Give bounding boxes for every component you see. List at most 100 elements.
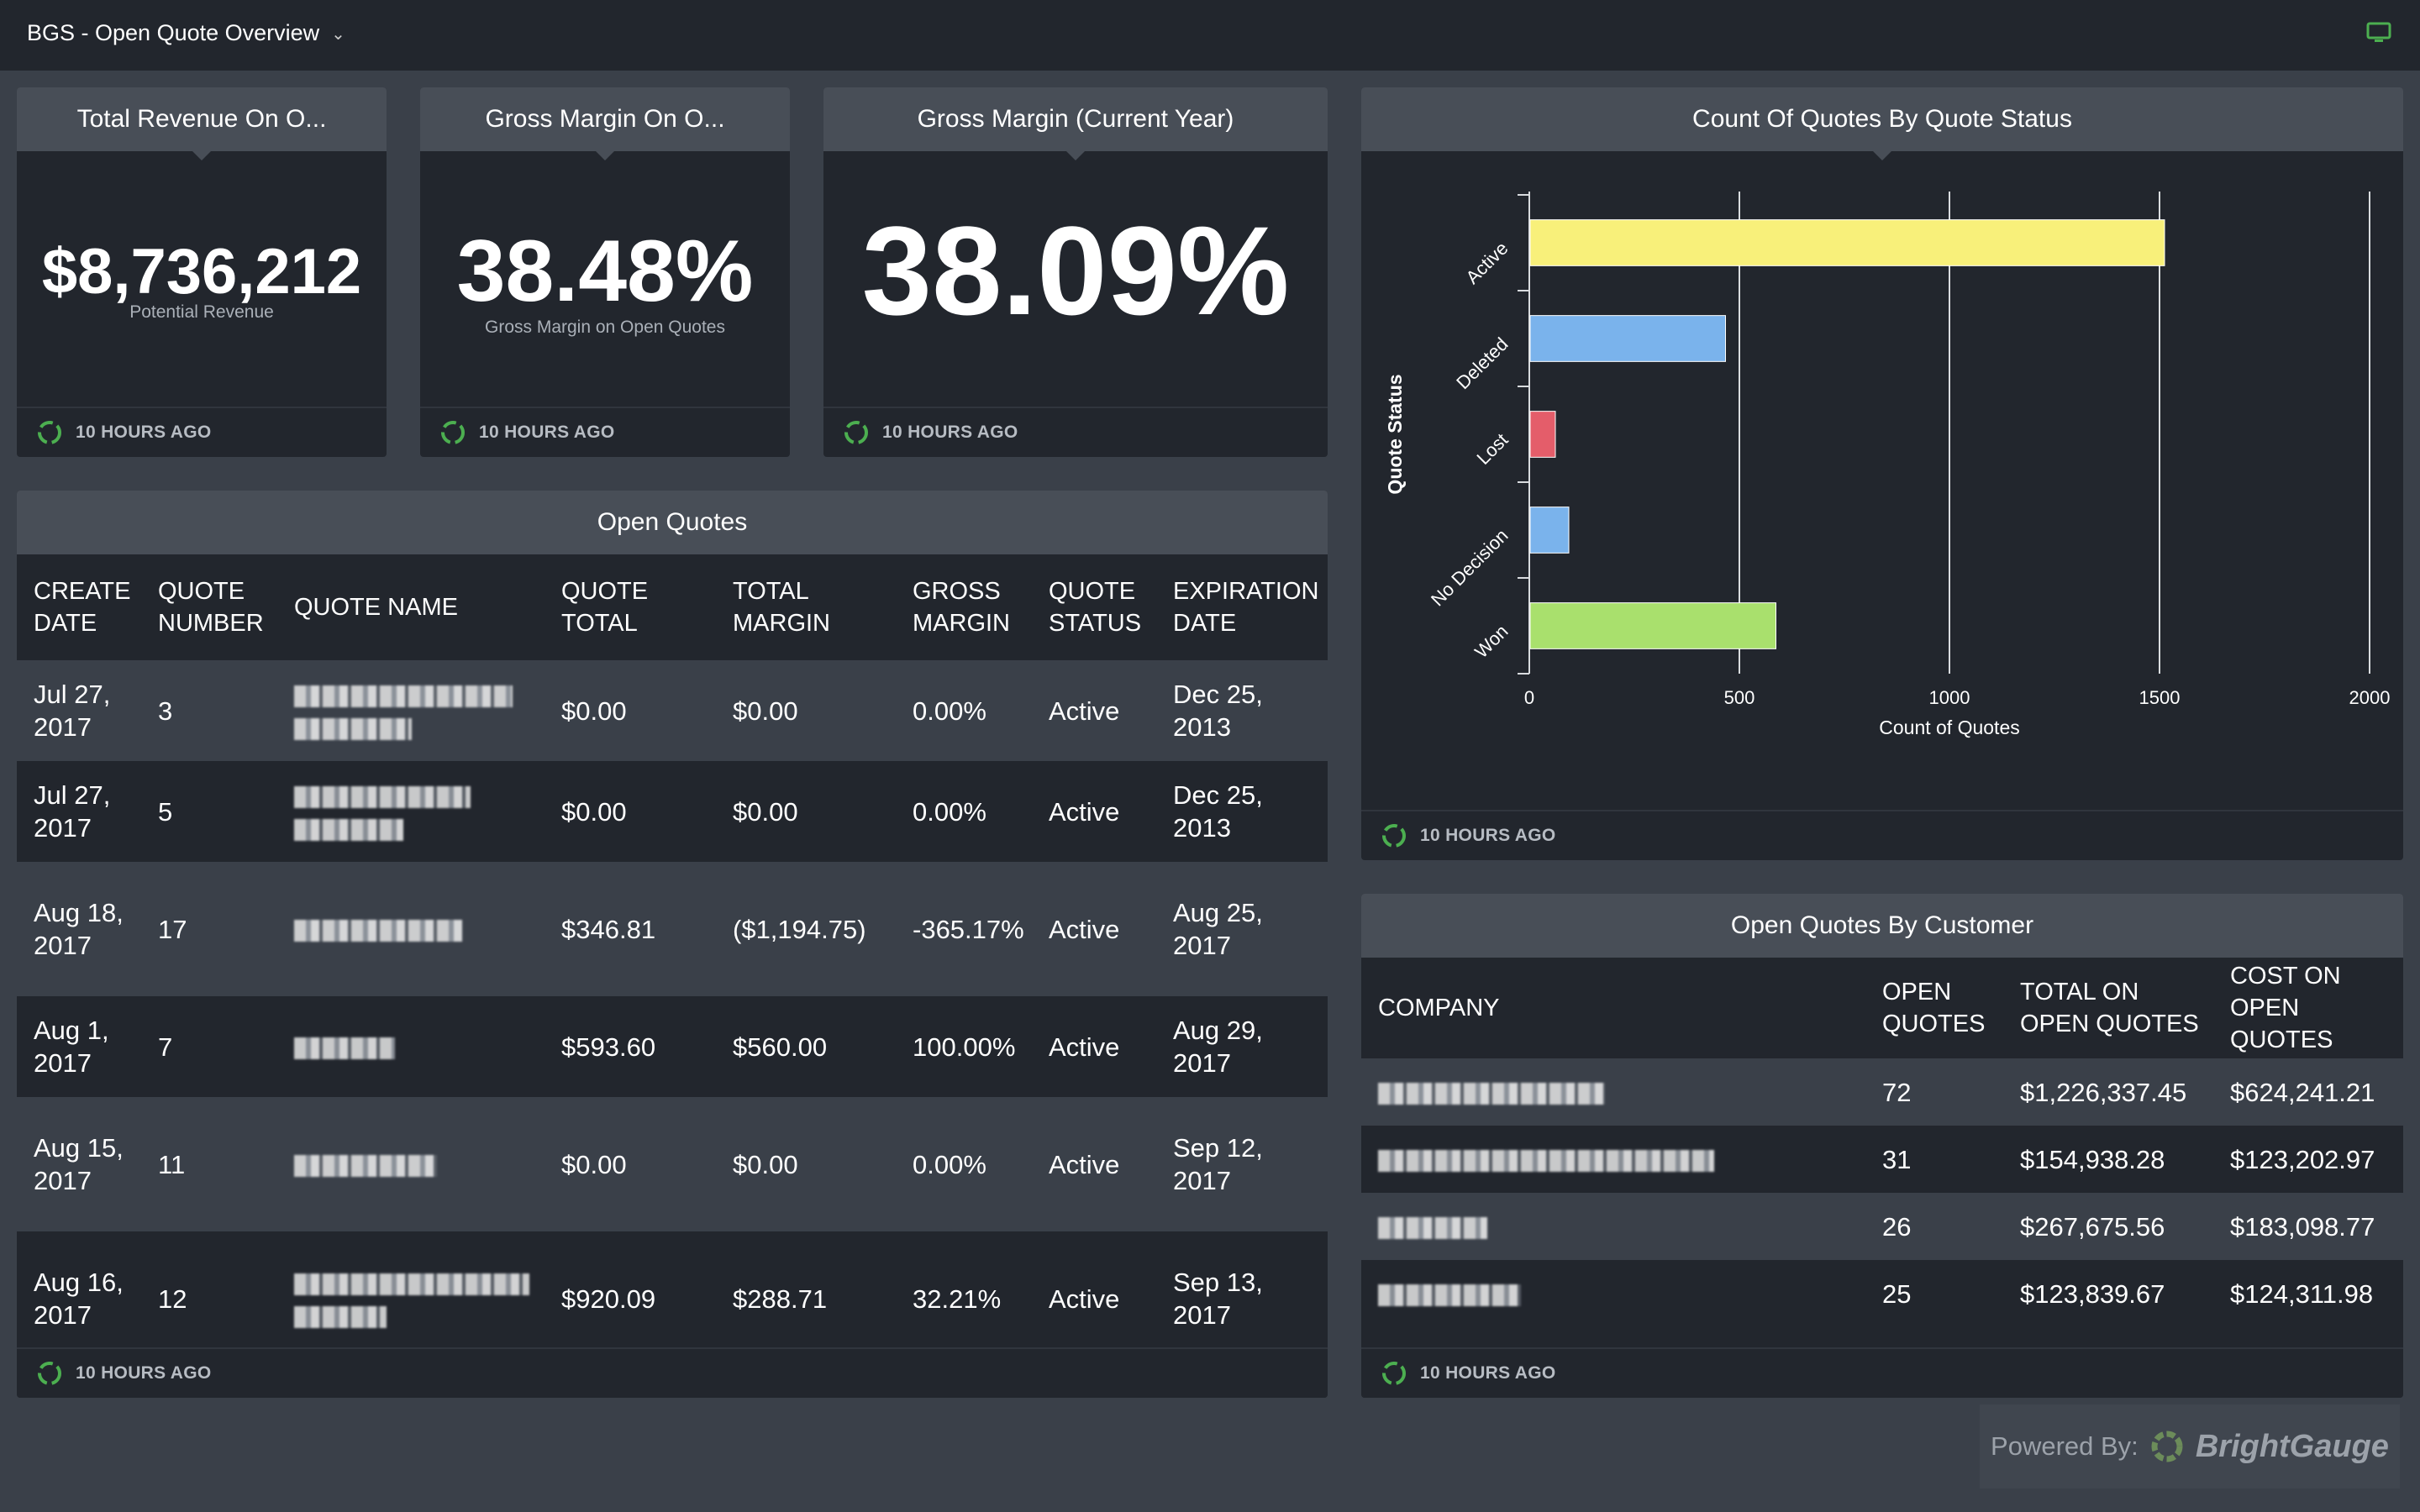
column-header[interactable]: GROSS MARGIN [896, 554, 1032, 660]
card-header[interactable]: Open Quotes [17, 491, 1328, 564]
card-header[interactable]: Count Of Quotes By Quote Status [1361, 87, 2403, 160]
card-header[interactable]: Open Quotes By Customer [1361, 894, 2403, 967]
gross-margin: 32.21% [896, 1231, 1032, 1366]
column-header[interactable]: QUOTE NUMBER [141, 554, 277, 660]
table-row[interactable]: 26 $267,675.56 $183,098.77 [1361, 1193, 2403, 1260]
card-title: Open Quotes By Customer [1730, 911, 2034, 939]
refresh-icon[interactable] [842, 418, 871, 447]
quote-status: Active [1032, 1231, 1156, 1366]
total-margin: $288.71 [716, 1231, 896, 1366]
table-header-row: CREATE DATE QUOTE NUMBER QUOTE NAME QUOT… [17, 554, 1328, 660]
create-date: Jul 27, 2017 [17, 660, 141, 761]
quote-status: Active [1032, 1097, 1156, 1231]
expiration-date: Aug 25, 2017 [1156, 862, 1328, 996]
company [1361, 1126, 1865, 1193]
table-row[interactable]: Aug 1, 2017 7 $593.60 $560.00 100.00% Ac… [17, 996, 1328, 1097]
table-row[interactable]: Aug 15, 2017 11 $0.00 $0.00 0.00% Active… [17, 1097, 1328, 1231]
cost-on-open-quotes: $123,202.97 [2213, 1126, 2403, 1193]
table-row[interactable]: Aug 16, 2017 12 $920.09 $288.71 32.21% A… [17, 1231, 1328, 1366]
card-header[interactable]: Gross Margin (Current Year) [823, 87, 1328, 160]
bar[interactable] [1529, 507, 1570, 554]
open-quotes-count: 31 [1865, 1126, 2003, 1193]
x-axis-label: Count of Quotes [1879, 717, 2020, 738]
quote-total: $0.00 [544, 761, 716, 862]
updated-timestamp: 10 HOURS AGO [76, 1363, 212, 1383]
card-title: Total Revenue On O... [76, 105, 327, 133]
gross-margin: -365.17% [896, 862, 1032, 996]
card-footer: 10 HOURS AGO [17, 407, 387, 457]
card-header[interactable]: Total Revenue On O... [17, 87, 387, 160]
refresh-icon[interactable] [35, 418, 64, 447]
redacted-quote-name [294, 1273, 529, 1295]
open-quotes-table: CREATE DATE QUOTE NUMBER QUOTE NAME QUOT… [17, 554, 1328, 1366]
quote-number: 5 [141, 761, 277, 862]
open-quotes-card: Open Quotes CREATE DATE QUOTE NUMBER QUO… [17, 491, 1328, 1398]
table-row[interactable]: Jul 27, 2017 5 $0.00 $0.00 0.00% Active … [17, 761, 1328, 862]
refresh-icon[interactable] [1380, 822, 1408, 850]
bar[interactable] [1529, 219, 2165, 266]
total-margin: $0.00 [716, 761, 896, 862]
y-tick-label: Won [1470, 621, 1512, 662]
chevron-down-icon[interactable]: ⌄ [331, 25, 345, 44]
redacted-quote-name [294, 920, 462, 942]
table-row[interactable]: 72 $1,226,337.45 $624,241.21 [1361, 1058, 2403, 1126]
table-row[interactable]: Aug 18, 2017 17 $346.81 ($1,194.75) -365… [17, 862, 1328, 996]
column-header[interactable]: OPEN QUOTES [1865, 958, 2003, 1058]
y-axis-label: Quote Status [1384, 374, 1406, 494]
column-header[interactable]: TOTAL MARGIN [716, 554, 896, 660]
gross-margin: 0.00% [896, 1097, 1032, 1231]
dashboard-header: BGS - Open Quote Overview ⌄ [0, 0, 2420, 71]
quote-status-chart-card: Count Of Quotes By Quote Status 0 500 1000… [1361, 87, 2403, 860]
refresh-icon[interactable] [1380, 1359, 1408, 1388]
dashboard-title: BGS - Open Quote Overview [27, 20, 320, 45]
kpi-card-gross-margin-current-year: Gross Margin (Current Year) 38.09% 10 HO… [823, 87, 1328, 457]
x-tick-label: 0 [1524, 687, 1534, 708]
column-header[interactable]: QUOTE TOTAL [544, 554, 716, 660]
updated-timestamp: 10 HOURS AGO [1420, 1363, 1556, 1383]
table-header-row: COMPANY OPEN QUOTES TOTAL ON OPEN QUOTES… [1361, 958, 2403, 1058]
redacted-quote-name [294, 1155, 437, 1178]
redacted-company-name [1378, 1217, 1487, 1240]
column-header[interactable]: CREATE DATE [17, 554, 141, 660]
table-row[interactable]: Jul 27, 2017 3 $0.00 $0.00 0.00% Active … [17, 660, 1328, 761]
monitor-icon[interactable] [2366, 22, 2391, 44]
bar[interactable] [1529, 315, 1726, 362]
quote-name [277, 1231, 544, 1366]
quote-status: Active [1032, 761, 1156, 862]
table-row[interactable]: 31 $154,938.28 $123,202.97 [1361, 1126, 2403, 1193]
x-tick-label: 1500 [2139, 687, 2181, 708]
x-tick-label: 500 [1724, 687, 1755, 708]
column-header[interactable]: COST ON OPEN QUOTES [2213, 958, 2403, 1058]
card-footer: 10 HOURS AGO [420, 407, 790, 457]
expiration-date: Dec 25, 2013 [1156, 660, 1328, 761]
total-on-open-quotes: $123,839.67 [2003, 1260, 2213, 1327]
expiration-date: Sep 12, 2017 [1156, 1097, 1328, 1231]
bar[interactable] [1529, 602, 1776, 649]
column-header[interactable]: COMPANY [1361, 958, 1865, 1058]
redacted-quote-name [294, 717, 412, 740]
kpi-value: 38.48% [456, 223, 754, 320]
column-header[interactable]: QUOTE STATUS [1032, 554, 1156, 660]
gross-margin: 100.00% [896, 996, 1032, 1097]
quote-number: 3 [141, 660, 277, 761]
powered-by-badge[interactable]: Powered By: BrightGauge [1980, 1404, 2400, 1488]
bar[interactable] [1529, 411, 1556, 458]
card-header[interactable]: Gross Margin On O... [420, 87, 790, 160]
column-header[interactable]: TOTAL ON OPEN QUOTES [2003, 958, 2213, 1058]
dashboard-selector[interactable]: BGS - Open Quote Overview ⌄ [27, 20, 345, 46]
quote-status-bar-chart: 0 500 1000 1500 2000 Active Deleted Lost No Deci… [1384, 192, 2390, 738]
table-row[interactable]: 25 $123,839.67 $124,311.98 [1361, 1260, 2403, 1327]
updated-timestamp: 10 HOURS AGO [76, 423, 212, 442]
total-margin: $0.00 [716, 1097, 896, 1231]
card-title: Gross Margin (Current Year) [917, 105, 1234, 133]
refresh-icon[interactable] [439, 418, 467, 447]
kpi-card-total-revenue: Total Revenue On O... $8,736,212 Potenti… [17, 87, 387, 457]
open-quotes-count: 25 [1865, 1260, 2003, 1327]
refresh-icon[interactable] [35, 1359, 64, 1388]
quote-total: $920.09 [544, 1231, 716, 1366]
column-header[interactable]: EXPIRATION DATE [1156, 554, 1328, 660]
column-header[interactable]: QUOTE NAME [277, 554, 544, 660]
redacted-company-name [1378, 1284, 1521, 1307]
company [1361, 1058, 1865, 1126]
y-tick-label: No Decision [1427, 525, 1512, 611]
